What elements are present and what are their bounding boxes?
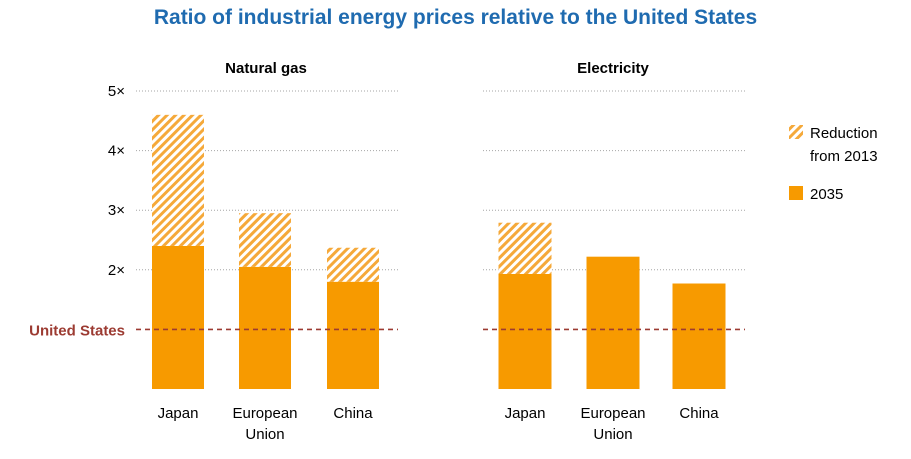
natural-gas-bar-2035 (327, 281, 379, 389)
natural-gas-category-label: China (333, 405, 373, 422)
electricity-bar-2035 (672, 283, 726, 389)
natural-gas-bar-reduction (327, 247, 379, 282)
electricity-panel-title: Electricity (577, 60, 649, 77)
legend-label-2035: 2035 (810, 186, 843, 203)
y-tick-label: 3× (108, 202, 125, 219)
electricity-category-label: Japan (505, 405, 546, 422)
electricity-bar-reduction (498, 222, 552, 274)
natural-gas-category-label: Japan (158, 405, 199, 422)
electricity-bar-2035 (498, 273, 552, 389)
natural-gas-category-label: Union (245, 426, 284, 443)
natural-gas-panel-title: Natural gas (225, 60, 307, 77)
legend-swatch-2035 (789, 186, 803, 200)
natural-gas-bar-2035 (152, 245, 204, 389)
y-tick-label: 4× (108, 143, 125, 160)
electricity-category-label: Union (593, 426, 632, 443)
electricity-category-label: China (679, 405, 719, 422)
y-tick-label: 5× (108, 83, 125, 100)
united-states-label: United States (29, 322, 125, 339)
legend-swatch-reduction (789, 125, 803, 139)
legend-label-reduction-line2: from 2013 (810, 148, 878, 165)
natural-gas-bar-reduction (152, 114, 204, 246)
legend-label-reduction-line1: Reduction (810, 125, 878, 142)
chart-title: Ratio of industrial energy prices relati… (153, 6, 758, 29)
electricity-category-label: European (580, 405, 645, 422)
y-tick-label: 2× (108, 262, 125, 279)
natural-gas-category-label: European (232, 405, 297, 422)
electricity-bar-2035 (586, 256, 640, 389)
natural-gas-bar-reduction (239, 213, 291, 267)
natural-gas-bar-2035 (239, 266, 291, 389)
